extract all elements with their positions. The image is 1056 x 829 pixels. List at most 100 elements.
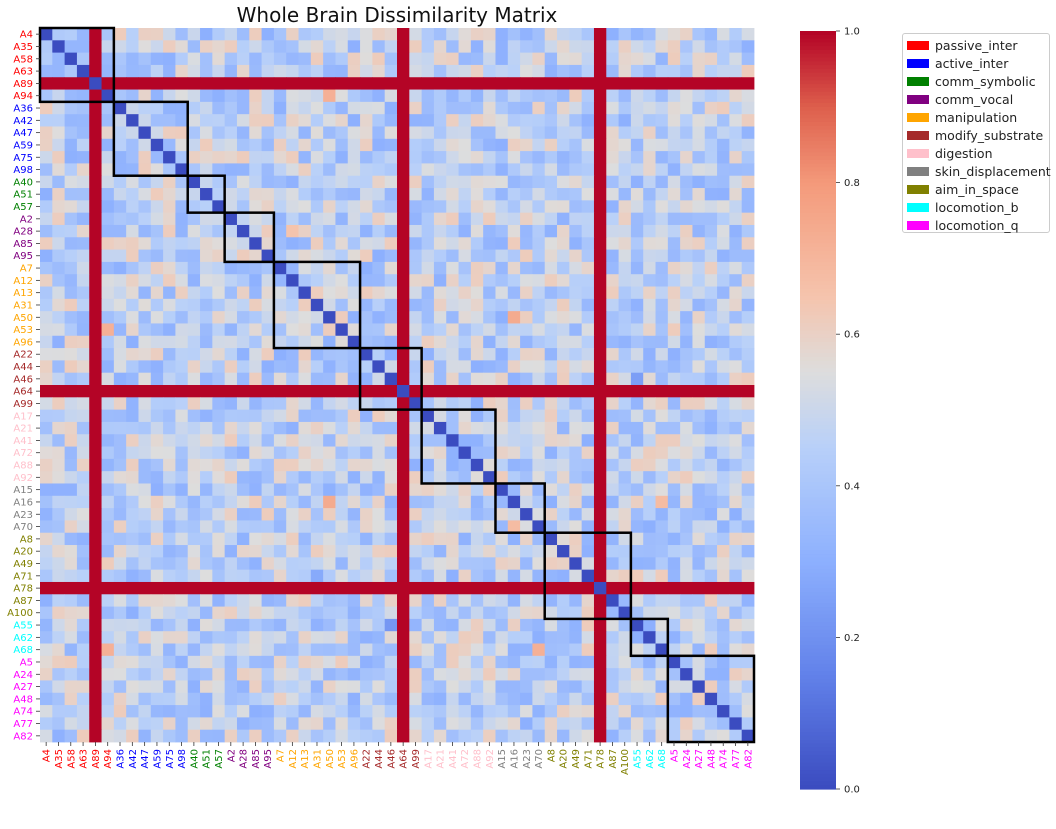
heatmap-cell xyxy=(138,335,152,349)
heatmap-cell xyxy=(224,311,238,324)
heatmap-cell xyxy=(495,409,509,423)
heatmap-cell xyxy=(692,532,706,546)
heatmap-cell xyxy=(667,175,681,189)
colorbar-segment xyxy=(800,193,836,199)
heatmap-cell xyxy=(581,520,595,534)
heatmap-cell xyxy=(532,458,546,472)
heatmap-cell xyxy=(52,274,66,287)
column-tick-label: A24 xyxy=(682,749,693,769)
colorbar-segment xyxy=(800,440,836,445)
heatmap-cell xyxy=(126,28,139,41)
heatmap-cell xyxy=(347,101,361,115)
heatmap-cell xyxy=(347,409,361,423)
heatmap-cell xyxy=(89,40,102,54)
heatmap-cell xyxy=(569,348,583,361)
heatmap-cell xyxy=(372,163,386,177)
heatmap-cell xyxy=(126,729,139,743)
heatmap-cell xyxy=(544,545,558,558)
heatmap-cell xyxy=(224,631,238,644)
heatmap-cell xyxy=(175,335,189,349)
heatmap-cell xyxy=(643,606,656,620)
heatmap-cell xyxy=(175,594,189,607)
heatmap-cell xyxy=(200,274,213,287)
heatmap-cell xyxy=(704,729,718,743)
heatmap-cell xyxy=(298,692,312,706)
heatmap-cell xyxy=(89,717,102,731)
heatmap-cell xyxy=(249,495,262,509)
heatmap-cell xyxy=(692,163,706,177)
heatmap-cell xyxy=(200,286,213,300)
heatmap-cell xyxy=(643,163,656,177)
heatmap-cell xyxy=(643,520,656,534)
heatmap-cell xyxy=(643,668,656,681)
heatmap-cell xyxy=(483,668,496,681)
heatmap-cell xyxy=(397,569,410,583)
heatmap-cell xyxy=(581,618,595,632)
heatmap-cell xyxy=(286,163,299,177)
heatmap-cell xyxy=(692,385,706,398)
colorbar-segment xyxy=(800,512,836,517)
heatmap-cell xyxy=(507,298,521,312)
heatmap-cell xyxy=(557,668,570,681)
colorbar-segment xyxy=(800,216,836,222)
heatmap-cell xyxy=(667,249,681,263)
heatmap-cell xyxy=(618,249,632,263)
heatmap-cell xyxy=(101,286,115,300)
heatmap-cell xyxy=(372,360,386,374)
heatmap-cell xyxy=(483,77,496,90)
heatmap-cell xyxy=(113,569,127,583)
heatmap-cell xyxy=(495,495,509,509)
heatmap-cell xyxy=(360,249,373,263)
heatmap-cell xyxy=(372,483,386,497)
heatmap-cell xyxy=(347,508,361,521)
heatmap-cell xyxy=(113,729,127,743)
heatmap-cell xyxy=(557,126,570,140)
heatmap-cell xyxy=(655,286,669,300)
heatmap-cell xyxy=(409,348,423,361)
heatmap-cell xyxy=(520,286,533,300)
heatmap-cell xyxy=(544,311,558,324)
heatmap-cell xyxy=(655,508,669,521)
colorbar-tick-label: 0.8 xyxy=(844,178,860,189)
heatmap-cell xyxy=(593,545,607,558)
heatmap-cell xyxy=(729,446,743,460)
heatmap-cell xyxy=(286,471,299,484)
heatmap-cell xyxy=(236,101,250,115)
heatmap-cell xyxy=(101,163,115,177)
heatmap-cell xyxy=(630,89,644,103)
heatmap-cell xyxy=(273,606,287,620)
heatmap-cell xyxy=(200,323,213,337)
heatmap-cell xyxy=(470,495,484,509)
heatmap-cell xyxy=(655,89,669,103)
heatmap-cell xyxy=(655,446,669,460)
heatmap-cell xyxy=(64,200,78,214)
heatmap-cell xyxy=(360,77,373,90)
row-tick-label: A31 xyxy=(13,300,33,311)
heatmap-cell xyxy=(335,224,349,238)
heatmap-cell xyxy=(138,545,152,558)
heatmap-cell xyxy=(138,237,152,250)
heatmap-cell xyxy=(397,298,410,312)
heatmap-cell xyxy=(483,348,496,361)
heatmap-cell xyxy=(581,126,595,140)
heatmap-cell xyxy=(520,643,533,657)
heatmap-cell xyxy=(187,471,201,484)
heatmap-cell xyxy=(421,163,435,177)
heatmap-cell xyxy=(150,421,164,435)
group-box xyxy=(629,617,670,658)
heatmap-cell xyxy=(532,175,546,189)
heatmap-cell xyxy=(113,397,127,411)
group-box xyxy=(420,408,497,485)
heatmap-cell xyxy=(606,409,619,423)
colorbar-segment xyxy=(800,68,836,74)
heatmap-cell xyxy=(655,520,669,534)
heatmap-cell xyxy=(409,668,423,681)
row-tick-label: A58 xyxy=(13,54,33,65)
heatmap-cell xyxy=(286,261,299,275)
heatmap-cell xyxy=(446,360,459,374)
heatmap-cell xyxy=(520,274,533,287)
heatmap-cell xyxy=(470,655,484,669)
heatmap-cell xyxy=(40,163,53,177)
heatmap-cell xyxy=(163,28,176,41)
heatmap-cell xyxy=(569,409,583,423)
